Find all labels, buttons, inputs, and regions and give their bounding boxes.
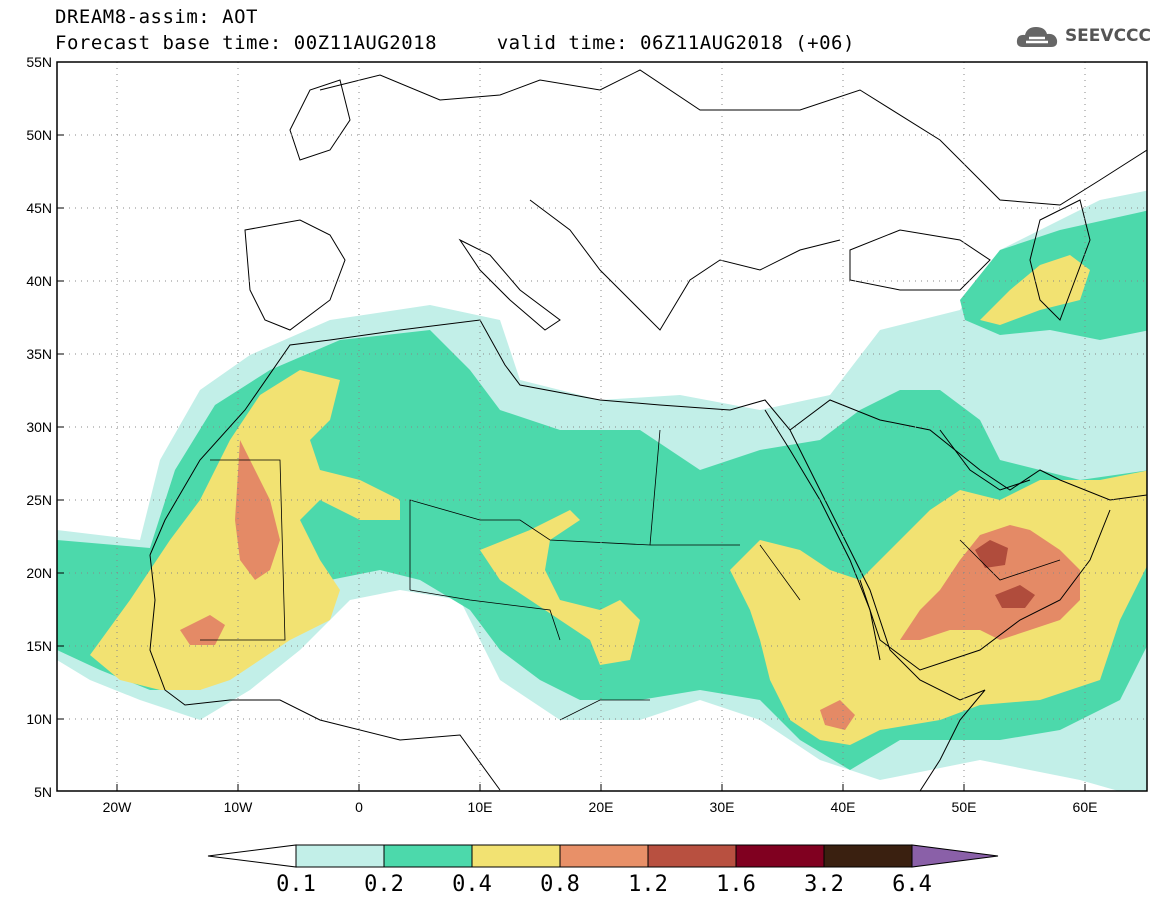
colorbar-over-arrow (911, 844, 999, 868)
colorbar-under-arrow (207, 844, 297, 868)
ticks (57, 134, 1086, 791)
colorbar-swatch (647, 844, 737, 868)
lat-label: 35N (26, 346, 52, 362)
lat-label: 50N (26, 127, 52, 143)
aot-contour-region (975, 540, 1008, 568)
aot-band-0.8-1.2 (180, 440, 1080, 730)
colorbar-label: 6.4 (892, 872, 932, 897)
chart-title: DREAM8-assim: AOT (55, 6, 258, 28)
black-sea (849, 229, 991, 291)
colorbar-label: 3.2 (804, 872, 844, 897)
colorbar-swatch (735, 844, 825, 868)
seevccc-logo: SEEVCCC (1015, 22, 1151, 50)
colorbar-label: 1.6 (716, 872, 756, 897)
lon-label: 20E (589, 799, 614, 815)
colorbar-label: 0.1 (276, 872, 316, 897)
aot-contour-region (820, 700, 855, 730)
uk (289, 79, 351, 161)
lat-label: 15N (26, 638, 52, 654)
colorbar-swatch (471, 844, 561, 868)
lat-label: 20N (26, 565, 52, 581)
africa-coast (149, 319, 986, 791)
colorbar-label: 0.8 (540, 872, 580, 897)
lon-label: 0 (355, 799, 363, 815)
aot-contour-region (180, 615, 225, 645)
lat-label: 25N (26, 492, 52, 508)
lon-label: 60E (1073, 799, 1098, 815)
coastlines (149, 69, 1147, 791)
colorbar: 0.1 0.2 0.4 0.8 1.2 1.6 3.2 6.4 (207, 844, 999, 897)
colorbar-swatch (823, 844, 913, 868)
colorbar-label: 1.2 (628, 872, 668, 897)
lon-label: 50E (952, 799, 977, 815)
aot-contour-region (900, 525, 1080, 640)
colorbar-swatch (295, 844, 385, 868)
iberia (244, 219, 346, 331)
persian-gulf (939, 429, 1031, 491)
lon-label: 10E (468, 799, 493, 815)
colorbar-label: 0.2 (364, 872, 404, 897)
colorbar-swatch (559, 844, 649, 868)
lon-label: 40E (831, 799, 856, 815)
colorbar-label: 0.4 (452, 872, 492, 897)
lon-labels: 20W 10W 0 10E 20E 30E 40E 50E 60E (103, 799, 1098, 815)
aot-contour-region (235, 440, 280, 580)
cloud-icon (1016, 27, 1058, 47)
lat-label: 5N (34, 784, 52, 800)
lat-label: 30N (26, 419, 52, 435)
europe-north (319, 69, 1147, 206)
aot-fields (57, 190, 1147, 791)
colorbar-swatch (383, 844, 473, 868)
lat-labels: 55N 50N 45N 40N 35N 30N 25N 20N 15N 10N … (26, 54, 52, 800)
balkans-greece (529, 199, 841, 331)
aot-band-1.2-1.6 (975, 540, 1035, 608)
aot-contour-region (995, 585, 1035, 608)
forecast-times: Forecast base time: 00Z11AUG2018 valid t… (55, 32, 855, 54)
lon-label: 30E (710, 799, 735, 815)
lat-label: 40N (26, 273, 52, 289)
aot-contour-region (980, 255, 1090, 325)
border-lines (200, 429, 1061, 721)
caspian (1029, 199, 1091, 321)
italy (458, 238, 561, 331)
lat-label: 45N (26, 200, 52, 216)
lon-label: 20W (103, 799, 133, 815)
aot-contour-region (480, 510, 640, 665)
lon-label: 10W (224, 799, 254, 815)
lat-label: 55N (26, 54, 52, 70)
lat-label: 10N (26, 711, 52, 727)
red-sea (764, 409, 881, 661)
west-africa-coast (149, 554, 501, 791)
arabia (789, 399, 1147, 501)
logo-text: SEEVCCC (1064, 26, 1151, 46)
